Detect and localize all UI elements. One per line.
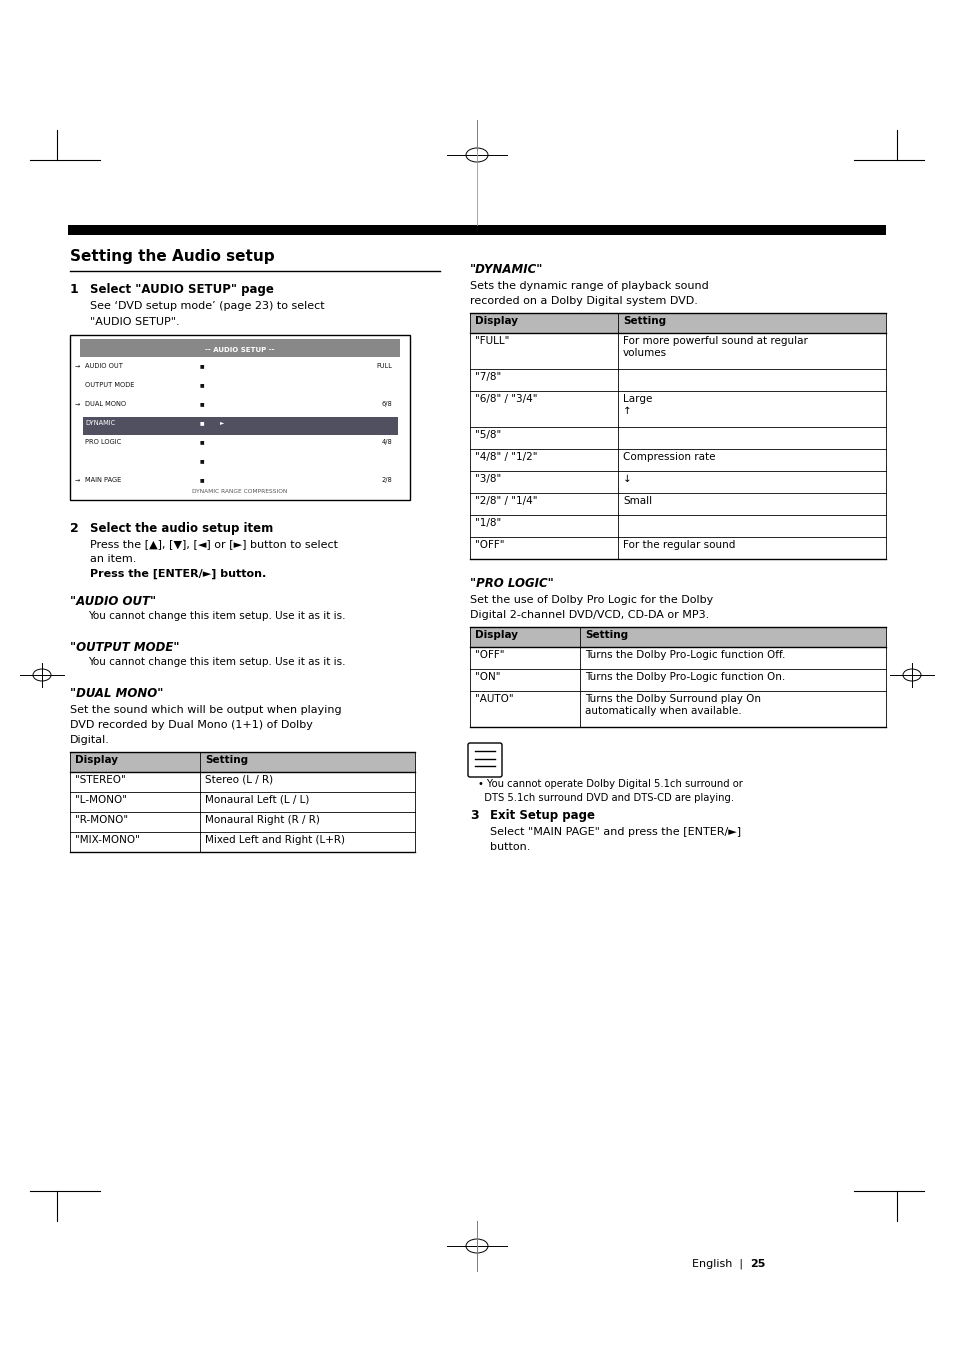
Text: "3/8": "3/8" [475,474,500,484]
Text: "ON": "ON" [475,671,500,682]
Text: ■: ■ [200,382,204,386]
Bar [470,313,885,332]
Text: PRO LOGIC: PRO LOGIC [85,439,121,444]
Text: Set the sound which will be output when playing: Set the sound which will be output when … [70,705,341,715]
Text: ■: ■ [200,420,204,426]
Text: "AUDIO SETUP".: "AUDIO SETUP". [90,317,179,327]
Text: Setting: Setting [622,316,665,326]
Text: Display: Display [475,316,517,326]
Text: See ‘DVD setup mode’ (page 23) to select: See ‘DVD setup mode’ (page 23) to select [90,301,324,311]
Bar [470,627,885,647]
Text: Setting the Audio setup: Setting the Audio setup [70,249,274,263]
Text: DUAL MONO: DUAL MONO [85,401,126,407]
Text: "6/8" / "3/4": "6/8" / "3/4" [475,394,537,404]
Text: "PRO LOGIC": "PRO LOGIC" [470,577,553,590]
Text: AUDIO OUT: AUDIO OUT [85,363,123,369]
Text: DYNAMIC: DYNAMIC [85,420,115,426]
Text: OUTPUT MODE: OUTPUT MODE [85,382,134,388]
Text: "OUTPUT MODE": "OUTPUT MODE" [70,640,179,654]
Text: You cannot change this item setup. Use it as it is.: You cannot change this item setup. Use i… [88,611,345,621]
Bar [80,339,399,357]
Text: Monaural Right (R / R): Monaural Right (R / R) [205,815,319,825]
Text: Exit Setup page: Exit Setup page [490,809,595,821]
Text: Select the audio setup item: Select the audio setup item [90,521,273,535]
Text: For more powerful sound at regular
volumes: For more powerful sound at regular volum… [622,336,807,358]
Text: Turns the Dolby Surround play On
automatically when available.: Turns the Dolby Surround play On automat… [584,694,760,716]
Text: 1: 1 [70,282,79,296]
Text: button.: button. [490,842,530,852]
Text: Large
↑: Large ↑ [622,394,652,416]
Text: ■: ■ [200,458,204,463]
Text: English  |: English | [691,1259,749,1269]
Text: FULL: FULL [375,363,392,369]
Text: ■: ■ [200,439,204,444]
Text: "1/8": "1/8" [475,517,500,528]
Text: MAIN PAGE: MAIN PAGE [85,477,121,484]
Text: "L-MONO": "L-MONO" [75,794,127,805]
Text: "R-MONO": "R-MONO" [75,815,128,825]
Text: Turns the Dolby Pro-Logic function Off.: Turns the Dolby Pro-Logic function Off. [584,650,784,661]
Text: →: → [75,401,80,407]
Text: ■: ■ [200,363,204,367]
Text: Small: Small [622,496,652,507]
Text: 25: 25 [749,1259,764,1269]
Text: 3: 3 [470,809,478,821]
Text: "FULL": "FULL" [475,336,509,346]
Text: Digital 2-channel DVD/VCD, CD-DA or MP3.: Digital 2-channel DVD/VCD, CD-DA or MP3. [470,611,708,620]
Text: ■: ■ [200,477,204,482]
Text: Turns the Dolby Pro-Logic function On.: Turns the Dolby Pro-Logic function On. [584,671,784,682]
Text: Compression rate: Compression rate [622,453,715,462]
Text: recorded on a Dolby Digital system DVD.: recorded on a Dolby Digital system DVD. [470,296,698,305]
Text: Set the use of Dolby Pro Logic for the Dolby: Set the use of Dolby Pro Logic for the D… [470,594,713,605]
Text: ►: ► [220,420,224,426]
Text: 4/8: 4/8 [381,439,392,444]
Text: Press the [▲], [▼], [◄] or [►] button to select: Press the [▲], [▼], [◄] or [►] button to… [90,539,337,549]
Text: Digital.: Digital. [70,735,110,744]
Text: DVD recorded by Dual Mono (1+1) of Dolby: DVD recorded by Dual Mono (1+1) of Dolby [70,720,313,730]
Text: 6/8: 6/8 [381,401,392,407]
Text: Setting: Setting [584,630,627,640]
Text: DTS 5.1ch surround DVD and DTS-CD are playing.: DTS 5.1ch surround DVD and DTS-CD are pl… [477,793,734,802]
Text: Mixed Left and Right (L+R): Mixed Left and Right (L+R) [205,835,345,844]
Bar [83,417,397,435]
Text: "STEREO": "STEREO" [75,775,126,785]
Text: "AUTO": "AUTO" [475,694,513,704]
Bar [68,226,885,235]
Text: "5/8": "5/8" [475,430,500,440]
Text: "OFF": "OFF" [475,540,504,550]
Text: Sets the dynamic range of playback sound: Sets the dynamic range of playback sound [470,281,708,290]
Text: DYNAMIC RANGE COMPRESSION: DYNAMIC RANGE COMPRESSION [193,489,288,494]
Text: Monaural Left (L / L): Monaural Left (L / L) [205,794,309,805]
Text: For the regular sound: For the regular sound [622,540,735,550]
Text: Display: Display [475,630,517,640]
Text: ■: ■ [200,401,204,407]
Text: 2/8: 2/8 [381,477,392,484]
Text: Press the [ENTER/►] button.: Press the [ENTER/►] button. [90,569,266,580]
Text: Select "AUDIO SETUP" page: Select "AUDIO SETUP" page [90,282,274,296]
Text: →: → [75,420,80,426]
Text: Display: Display [75,755,118,765]
Text: "4/8" / "1/2": "4/8" / "1/2" [475,453,537,462]
Text: →: → [75,363,80,367]
Text: Stereo (L / R): Stereo (L / R) [205,775,273,785]
Text: →: → [75,477,80,482]
Text: "2/8" / "1/4": "2/8" / "1/4" [475,496,537,507]
Text: "OFF": "OFF" [475,650,504,661]
Text: "DUAL MONO": "DUAL MONO" [70,688,163,700]
Text: "AUDIO OUT": "AUDIO OUT" [70,594,156,608]
Text: -- AUDIO SETUP --: -- AUDIO SETUP -- [205,347,274,353]
Text: ↓: ↓ [622,474,631,484]
Text: Select "MAIN PAGE" and press the [ENTER/►]: Select "MAIN PAGE" and press the [ENTER/… [490,827,740,838]
Text: Setting: Setting [205,755,248,765]
Text: "DYNAMIC": "DYNAMIC" [470,263,543,276]
FancyBboxPatch shape [468,743,501,777]
Text: "7/8": "7/8" [475,372,500,382]
Text: 2: 2 [70,521,79,535]
Bar [70,753,415,771]
Text: • You cannot operate Dolby Digital 5.1ch surround or: • You cannot operate Dolby Digital 5.1ch… [477,780,742,789]
Bar [70,335,410,500]
Text: You cannot change this item setup. Use it as it is.: You cannot change this item setup. Use i… [88,657,345,667]
Text: an item.: an item. [90,554,136,563]
Text: "MIX-MONO": "MIX-MONO" [75,835,140,844]
